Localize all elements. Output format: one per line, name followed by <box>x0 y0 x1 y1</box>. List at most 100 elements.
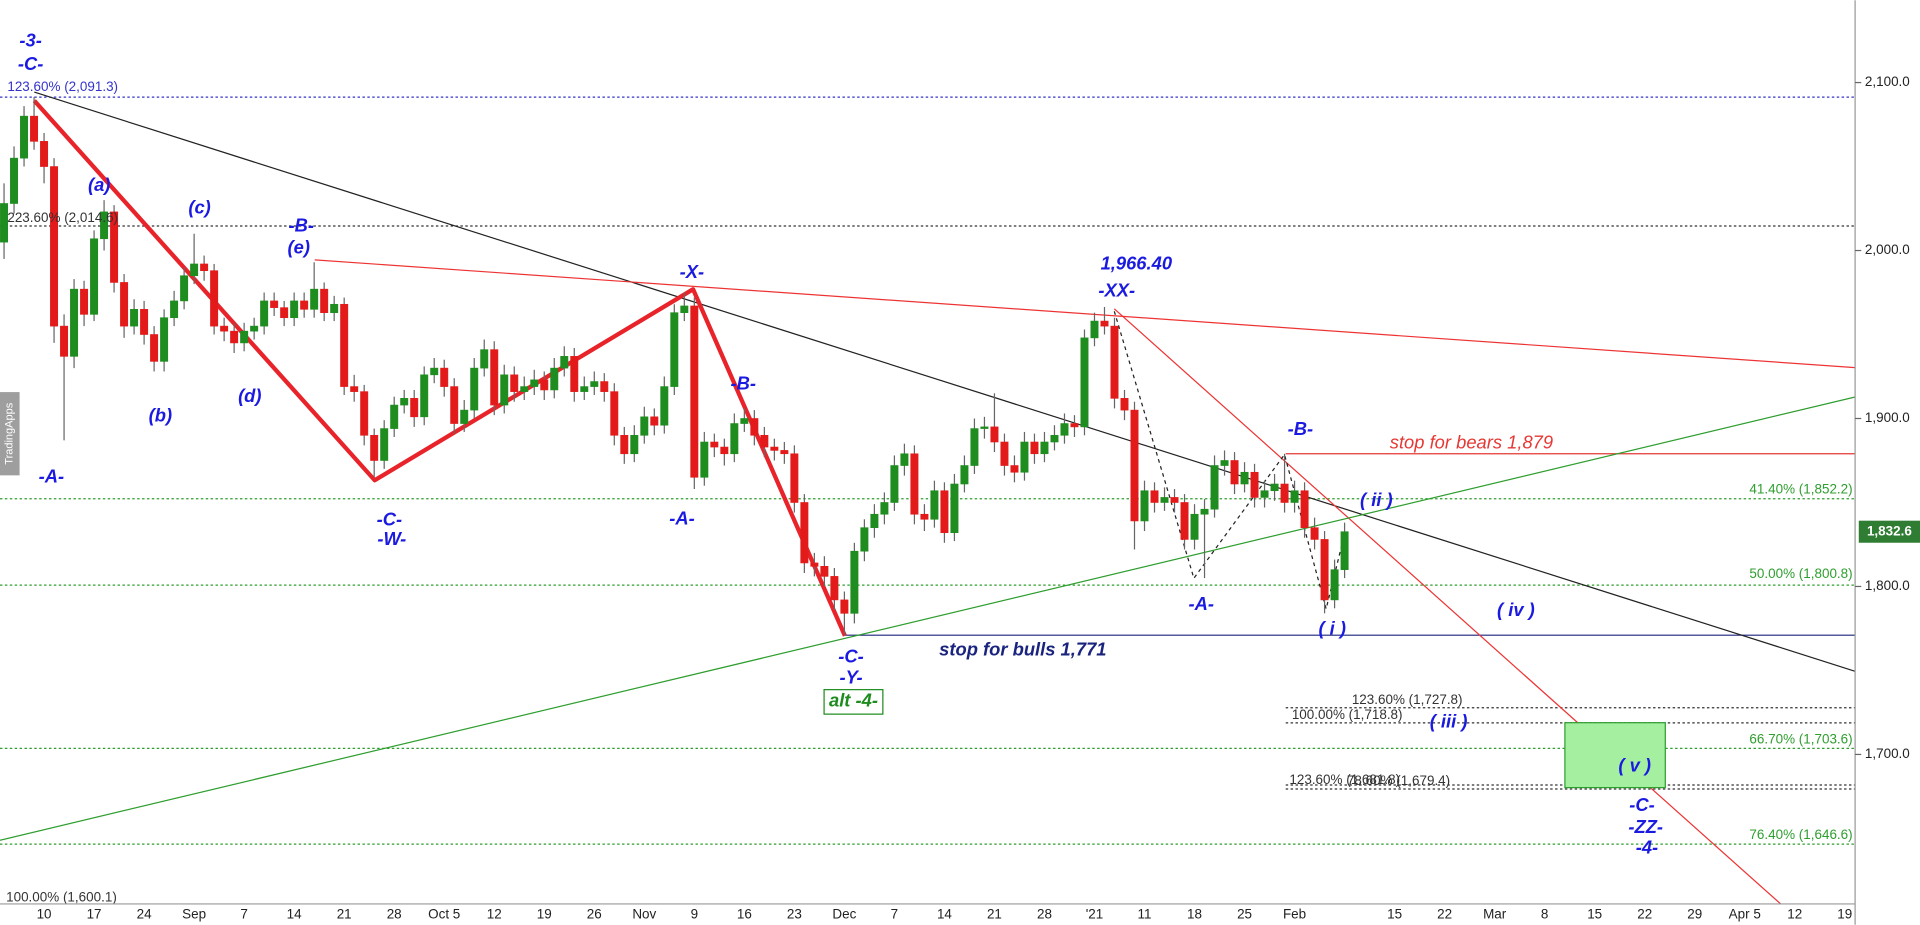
level-label: 50.00% (1,800.8) <box>1749 566 1852 581</box>
x-tick-label: 28 <box>387 907 402 922</box>
candle-body <box>550 367 559 391</box>
candle-body <box>1200 508 1209 515</box>
candle-body <box>510 374 519 392</box>
candle-body <box>1140 490 1149 522</box>
candle-body <box>810 562 819 567</box>
annotation: ( ii ) <box>1360 489 1393 510</box>
x-tick-label: 7 <box>240 907 247 922</box>
candle-body <box>1180 502 1189 540</box>
candle-body <box>1290 490 1299 503</box>
candle-body <box>100 211 109 240</box>
x-tick-label: 29 <box>1687 907 1702 922</box>
level-label: 66.70% (1,703.6) <box>1749 731 1852 746</box>
candle-body <box>860 527 869 552</box>
annotation: -Y- <box>839 666 862 687</box>
annotation: ( iv ) <box>1497 599 1535 620</box>
annotation: -W- <box>377 528 406 549</box>
last-price-label: 1,832.6 <box>1867 523 1912 538</box>
candle-body <box>90 238 99 315</box>
candle-body <box>740 418 749 424</box>
candle-body <box>310 288 319 310</box>
x-tick-label: 15 <box>1387 907 1402 922</box>
annotation: (b) <box>149 404 172 425</box>
candle-body <box>1210 465 1219 510</box>
level-label: stop for bears 1,879 <box>1390 431 1553 452</box>
candle-body <box>640 416 649 436</box>
candle-body <box>1020 441 1029 473</box>
annotation: -ZZ- <box>1628 816 1663 837</box>
x-tick-label: 22 <box>1437 907 1452 922</box>
candle-body <box>450 386 459 424</box>
candle-body <box>50 166 59 327</box>
candle-body <box>940 490 949 534</box>
candle-body <box>520 386 529 392</box>
candle-body <box>530 379 539 387</box>
candle-body <box>600 381 609 392</box>
x-tick-label: 25 <box>1237 907 1252 922</box>
candle-body <box>390 404 399 429</box>
candle-body <box>580 386 589 392</box>
candle-body <box>70 288 79 357</box>
annotation: -XX- <box>1098 280 1135 301</box>
annotation: (a) <box>88 174 110 195</box>
candle-body <box>630 434 639 455</box>
candle-body <box>800 502 809 564</box>
candle-body <box>830 576 839 601</box>
candle-body <box>260 300 269 327</box>
levels-layer <box>0 96 1856 845</box>
candle-body <box>1270 483 1279 492</box>
candle-body <box>910 453 919 515</box>
annotation: -C- <box>377 509 403 530</box>
candle-body <box>1040 441 1049 455</box>
candle-body <box>1050 434 1059 443</box>
candle-body <box>360 391 369 436</box>
trend-line <box>1113 308 1782 904</box>
candle-body <box>570 356 579 392</box>
x-tick-label: 21 <box>987 907 1002 922</box>
x-tick-label: Nov <box>632 907 656 922</box>
candle-body <box>280 307 289 319</box>
x-tick-label: 7 <box>891 907 898 922</box>
candle-body <box>610 391 619 436</box>
x-tick-label: Sep <box>182 907 206 922</box>
x-tick-label: 14 <box>937 907 952 922</box>
candle-body <box>1110 325 1119 399</box>
annotation: -B- <box>731 373 757 394</box>
x-tick-label: Feb <box>1283 907 1306 922</box>
annotation: ( v ) <box>1618 755 1651 776</box>
x-tick-label: 15 <box>1587 907 1602 922</box>
candle-body <box>930 490 939 520</box>
candle-body <box>1300 490 1309 528</box>
y-tick-label: 1,800.0 <box>1865 578 1910 593</box>
level-label: 78.60% (1,679.4) <box>1347 773 1450 788</box>
x-tick-label: 10 <box>37 907 52 922</box>
x-tick-label: 11 <box>1138 907 1152 922</box>
candle-body <box>700 441 709 478</box>
y-tick-label: 1,700.0 <box>1865 746 1910 761</box>
candle-body <box>120 282 129 327</box>
annotation: -A- <box>39 466 65 487</box>
annotation: 1,966.40 <box>1101 253 1173 274</box>
candle-body <box>920 513 929 520</box>
candle-body <box>1060 423 1069 436</box>
candle-body <box>590 381 599 387</box>
candle-body <box>1030 441 1039 455</box>
candle-body <box>750 418 759 436</box>
x-tick-label: '21 <box>1086 907 1104 922</box>
annotation: -X- <box>680 261 704 282</box>
annotation: -C- <box>838 646 864 667</box>
candle-body <box>420 374 429 418</box>
candle-body <box>990 426 999 443</box>
candle-body <box>290 300 299 319</box>
trend-line <box>314 259 1856 369</box>
candle-body <box>770 446 779 451</box>
x-tick-label: 19 <box>537 907 552 922</box>
trend-line <box>34 91 1856 672</box>
candle-body <box>20 115 29 159</box>
candle-body <box>1280 483 1289 503</box>
candle-body <box>60 325 69 357</box>
level-label: 223.60% (2,014.6) <box>7 210 118 225</box>
candle-body <box>850 550 859 614</box>
annotation: -3- <box>19 30 41 51</box>
